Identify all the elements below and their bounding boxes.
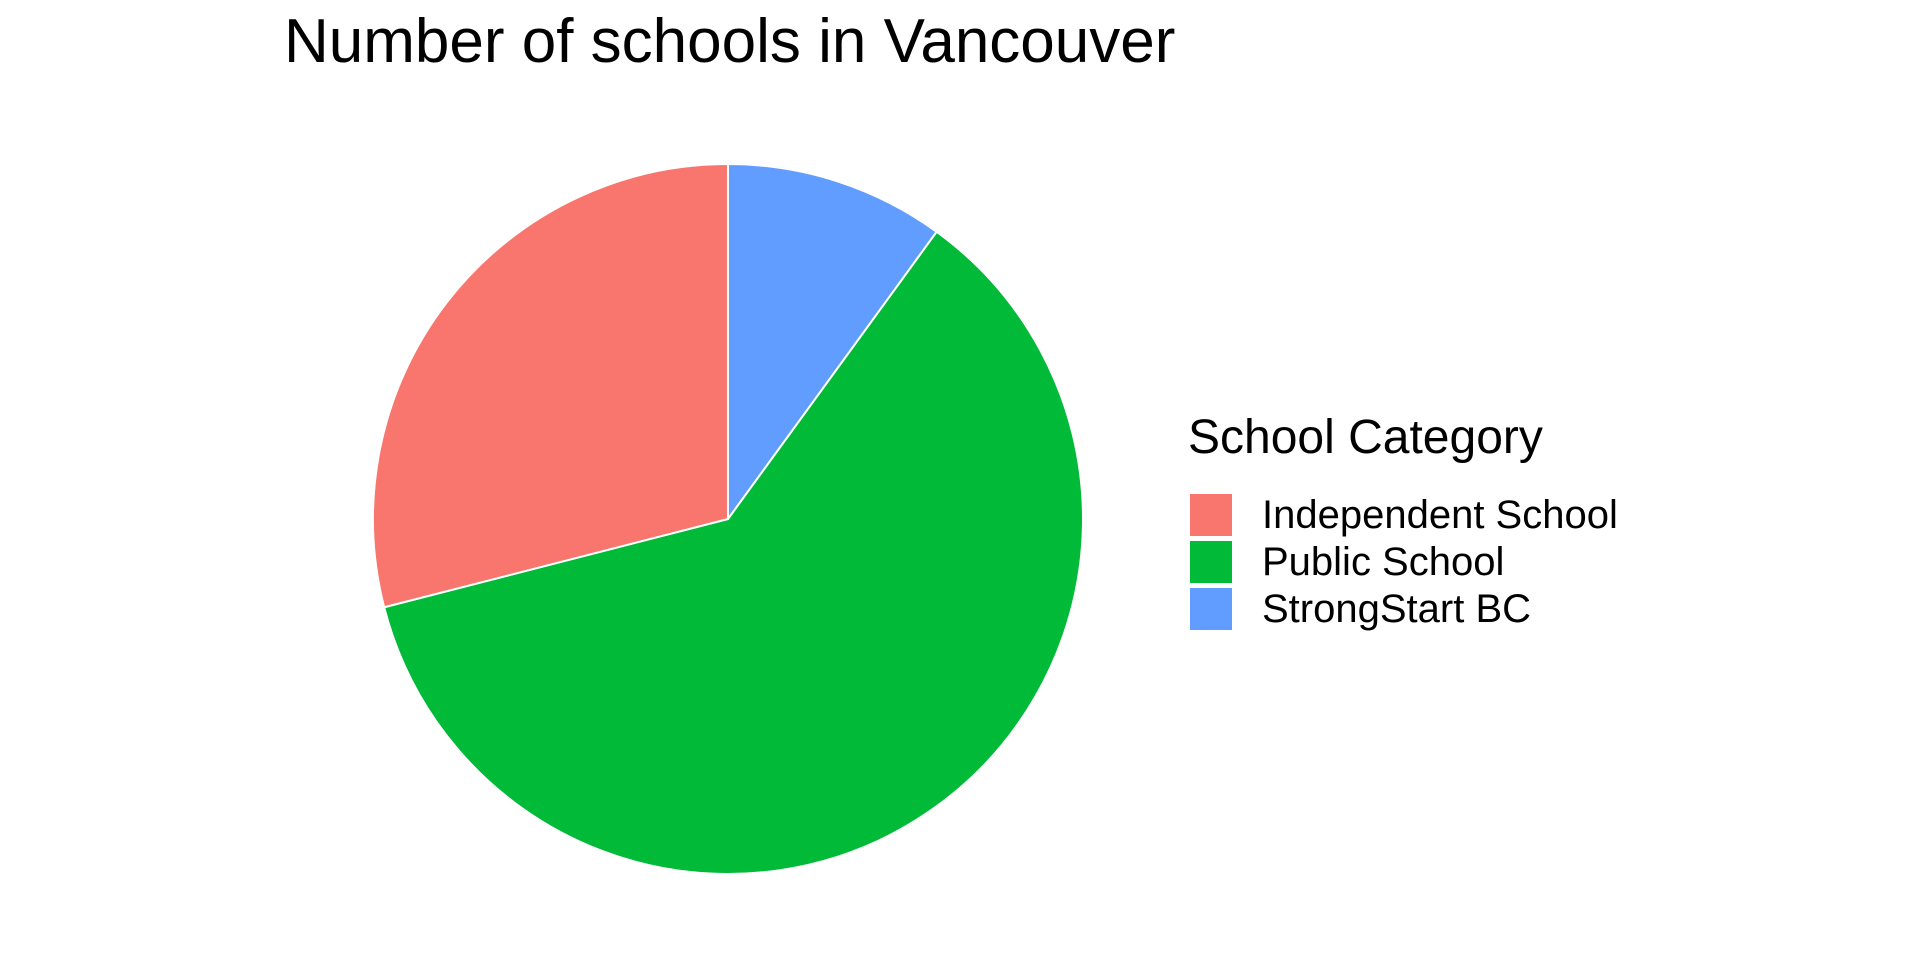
legend-label-public-school: Public School — [1262, 540, 1505, 584]
legend-key-public-school — [1190, 541, 1232, 583]
legend-item-public-school: Public School — [1188, 539, 1618, 585]
legend-label-strongstart-bc: StrongStart BC — [1262, 587, 1532, 631]
legend: School Category Independent School Publi… — [1188, 410, 1618, 633]
pie-slice-strongstart-bc — [727, 162, 939, 523]
pie-slices — [372, 162, 1084, 876]
pie-slice-independent-school — [372, 162, 729, 609]
legend-item-independent-school: Independent School — [1188, 492, 1618, 538]
chart-title: Number of schools in Vancouver — [284, 7, 1176, 76]
legend-key-strongstart-bc — [1190, 588, 1232, 630]
legend-title: School Category — [1188, 411, 1543, 464]
legend-key-independent-school — [1190, 494, 1232, 536]
legend-label-independent-school: Independent School — [1262, 493, 1618, 537]
legend-item-strongstart-bc: StrongStart BC — [1188, 586, 1618, 632]
pie-slice-public-school — [382, 230, 1084, 876]
